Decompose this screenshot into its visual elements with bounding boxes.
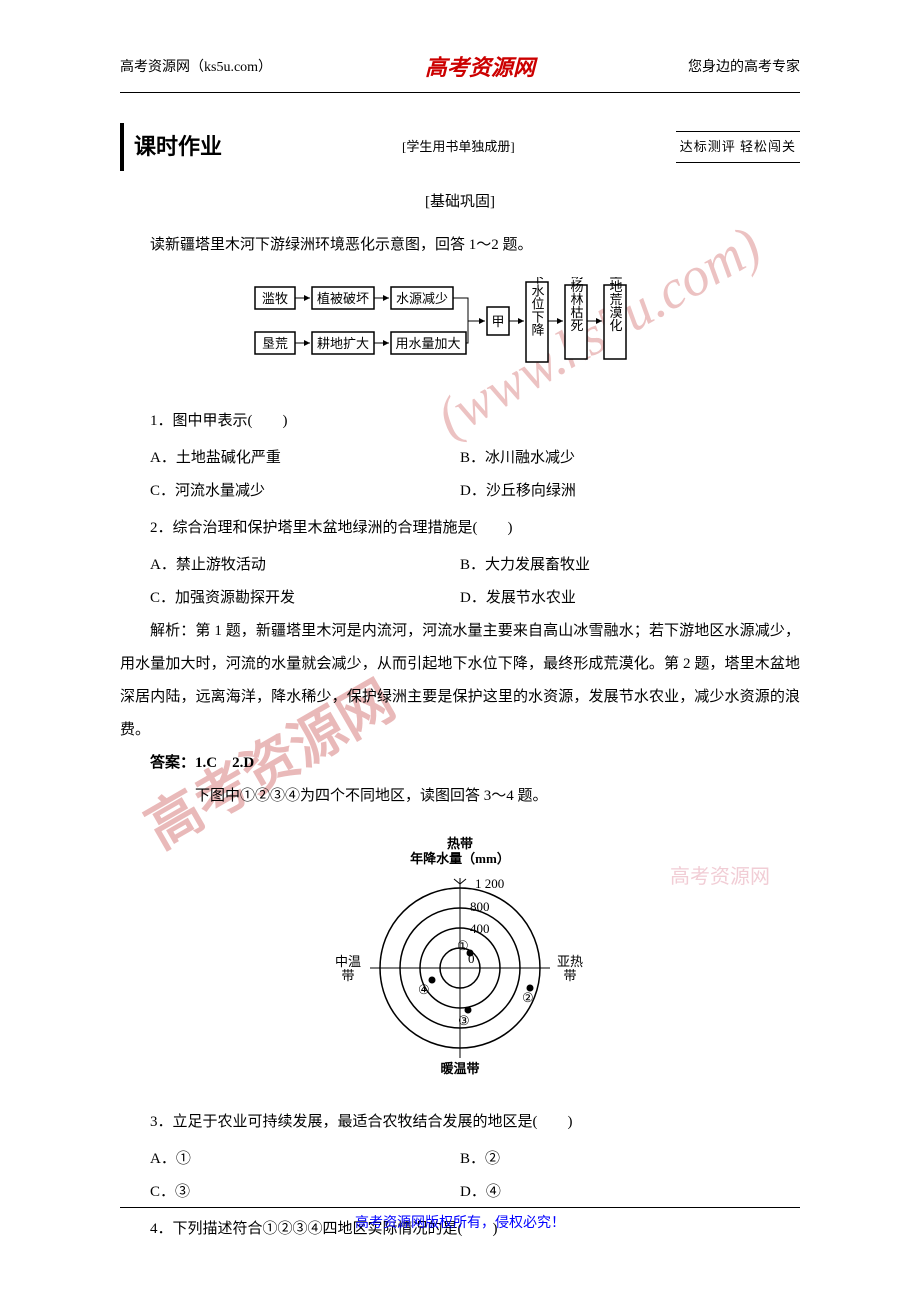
page-footer: 高考资源网版权所有，侵权必究！ <box>120 1207 800 1232</box>
intro-2: 下图中①②③④为四个不同地区，读图回答 3～4 题。 <box>165 780 800 813</box>
title-row: 课时作业 [学生用书单独成册] 达标测评 轻松闯关 <box>120 123 800 171</box>
page-header: 高考资源网（ks5u.com） 高考资源网 您身边的高考专家 <box>0 0 920 87</box>
radar-tick-1: 800 <box>470 899 490 914</box>
q1-opts-ab: A．土地盐碱化严重 B．冰川融水减少 <box>120 442 800 475</box>
q3-a: A．① <box>120 1143 460 1176</box>
flow-box-6: 甲 <box>491 314 504 329</box>
radar-right-1: 亚热 <box>557 954 583 969</box>
flow-box-5: 用水量加大 <box>395 336 460 351</box>
header-right: 您身边的高考专家 <box>688 56 800 76</box>
page-content: 课时作业 [学生用书单独成册] 达标测评 轻松闯关 [基础巩固] 读新疆塔里木河… <box>0 93 920 1270</box>
flow-box-9: 土地荒漠化 <box>608 277 623 333</box>
radar-tick-2: 400 <box>470 921 490 936</box>
answer: 答案：1.C 2.D <box>120 747 800 780</box>
intro-1: 读新疆塔里木河下游绿洲环境恶化示意图，回答 1～2 题。 <box>120 229 800 262</box>
q2-b: B．大力发展畜牧业 <box>460 549 800 582</box>
radar-title1: 热带 <box>447 836 473 851</box>
flow-box-7: 地下水位下降 <box>530 277 545 336</box>
q3-stem: 3．立足于农业可持续发展，最适合农牧结合发展的地区是( ) <box>120 1106 800 1139</box>
q3-d: D．④ <box>460 1176 800 1209</box>
lesson-title: 课时作业 <box>120 123 222 171</box>
flow-box-3: 垦荒 <box>262 336 288 351</box>
q3-b: B．② <box>460 1143 800 1176</box>
header-center: 高考资源网 <box>425 50 535 82</box>
lesson-subtitle: [学生用书单独成册] <box>402 133 515 162</box>
q2-opts-cd: C．加强资源勘探开发 D．发展节水农业 <box>120 582 800 615</box>
q2-d: D．发展节水农业 <box>460 582 800 615</box>
flow-box-8: 胡杨林枯死 <box>569 277 584 332</box>
section-heading: [基础巩固] <box>120 186 800 219</box>
q1-d: D．沙丘移向绿洲 <box>460 475 800 508</box>
radar-left-1: 中温 <box>335 954 361 969</box>
q1-stem: 1．图中甲表示( ) <box>120 405 800 438</box>
q2-a: A．禁止游牧活动 <box>120 549 460 582</box>
flow-box-4: 耕地扩大 <box>317 336 369 351</box>
flow-box-2: 水源减少 <box>396 291 448 306</box>
q1-opts-cd: C．河流水量减少 D．沙丘移向绿洲 <box>120 475 800 508</box>
flowchart-diagram: 滥牧 植被破坏 水源减少 垦荒 耕地扩大 用水量加大 甲 <box>120 277 800 390</box>
header-left: 高考资源网（ks5u.com） <box>120 56 272 76</box>
q1-c: C．河流水量减少 <box>120 475 460 508</box>
q1-a: A．土地盐碱化严重 <box>120 442 460 475</box>
radar-p4: ④ <box>418 982 430 997</box>
radar-p2: ② <box>522 990 534 1005</box>
lesson-tagline: 达标测评 轻松闯关 <box>676 131 800 164</box>
radar-right-2: 带 <box>563 968 576 983</box>
q2-stem: 2．综合治理和保护塔里木盆地绿洲的合理措施是( ) <box>120 512 800 545</box>
q3-c: C．③ <box>120 1176 460 1209</box>
radar-p1: ① <box>457 938 469 953</box>
q3-opts-cd: C．③ D．④ <box>120 1176 800 1209</box>
q2-opts-ab: A．禁止游牧活动 B．大力发展畜牧业 <box>120 549 800 582</box>
flow-box-0: 滥牧 <box>262 291 288 306</box>
radar-diagram: 热带 年降水量（mm） 1 200 800 400 0 中温 带 亚热 带 暖温… <box>120 828 800 1091</box>
radar-title2: 年降水量（mm） <box>410 851 510 866</box>
q3-opts-ab: A．① B．② <box>120 1143 800 1176</box>
q1-b: B．冰川融水减少 <box>460 442 800 475</box>
radar-p3: ③ <box>458 1013 470 1028</box>
radar-bottom: 暖温带 <box>440 1061 479 1076</box>
radar-left-2: 带 <box>341 968 354 983</box>
explanation: 解析：第 1 题，新疆塔里木河是内流河，河流水量主要来自高山冰雪融水；若下游地区… <box>120 615 800 747</box>
radar-tick-0: 1 200 <box>475 876 504 891</box>
flow-box-1: 植被破坏 <box>317 291 369 306</box>
q2-c: C．加强资源勘探开发 <box>120 582 460 615</box>
